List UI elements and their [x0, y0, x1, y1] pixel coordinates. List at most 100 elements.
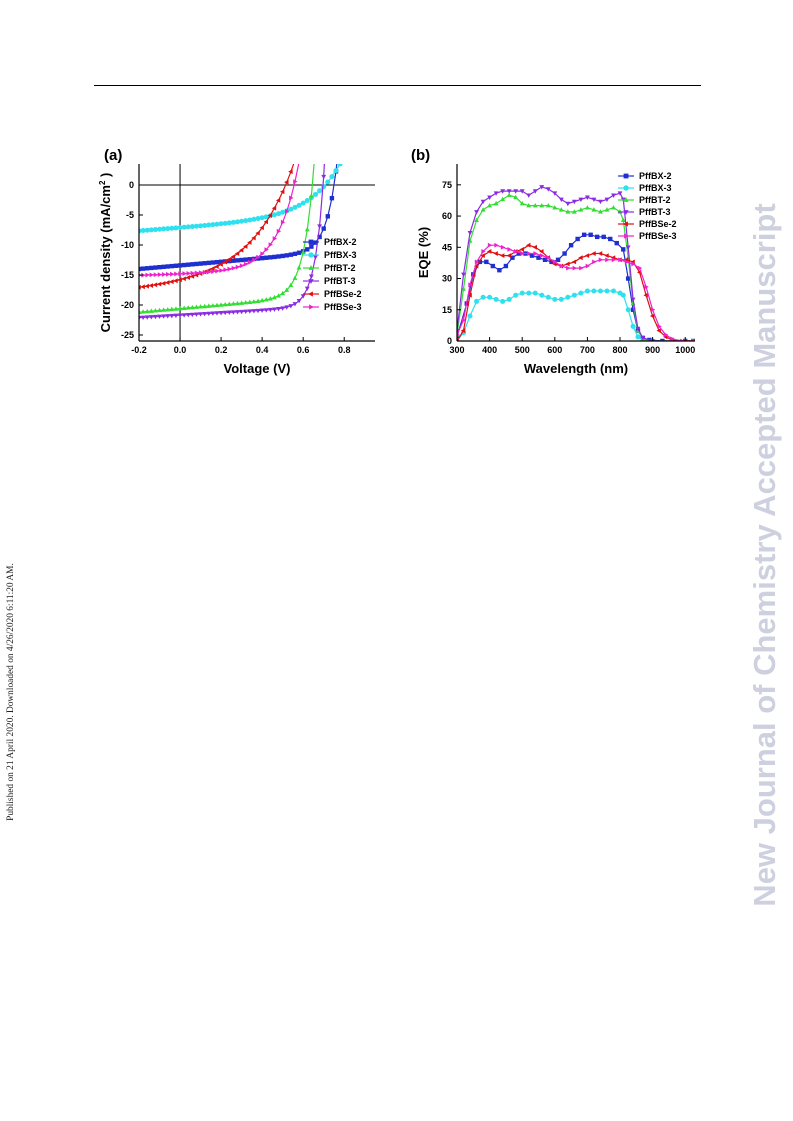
panel-a-point-pffbt-3	[267, 307, 273, 313]
panel-a-point-pffbse-3	[219, 268, 224, 273]
panel-a-point-pffbse-2	[148, 283, 154, 288]
panel-a-x-tick-label: 0.4	[256, 345, 269, 355]
panel-a-point-pffbt-2	[169, 306, 175, 312]
panel-b-legend-marker-pffbse-3	[624, 233, 629, 239]
panel-b-point-pffbx-2	[625, 276, 631, 281]
panel-a-point-pffbse-3	[272, 236, 278, 242]
panel-b-point-pffbse-3	[611, 257, 617, 263]
panel-b-point-pffbx-3	[532, 290, 538, 296]
panel-a-point-pffbse-3	[182, 271, 187, 277]
panel-a-point-pffbt-2	[263, 297, 269, 302]
panel-a-point-pffbse-3	[170, 271, 175, 277]
panel-a-point-pffbx-3	[181, 224, 187, 230]
panel-a-point-pffbse-3	[157, 272, 163, 278]
panel-a-point-pffbt-3	[169, 313, 175, 319]
panel-a-legend-label-pffbt-3: PffBT-3	[324, 276, 356, 286]
panel-b-point-pffbse-3	[546, 255, 551, 261]
panel-b-legend-marker-pffbx-2	[623, 173, 629, 179]
panel-b-point-pffbx-3	[578, 290, 584, 296]
panel-a-legend-label-pffbse-2: PffBSe-2	[324, 289, 362, 299]
panel-a-point-pffbt-3	[210, 311, 216, 316]
panel-b-point-pffbx-2	[497, 268, 502, 273]
panel-a-point-pffbx-3	[202, 222, 208, 228]
panel-a-point-pffbx-2	[202, 261, 207, 266]
panel-b-point-pffbx-2	[562, 251, 567, 256]
panel-a-point-pffbse-3	[215, 268, 220, 274]
panel-b-point-pffbx-3	[584, 288, 590, 294]
panel-a-legend-marker-pffbt-2	[308, 265, 314, 270]
panel-b-x-tick-label: 300	[449, 345, 464, 355]
panel-b-point-pffbse-3	[605, 257, 610, 263]
panel-b-point-pffbt-3	[640, 336, 646, 341]
panel-a-point-pffbt-3	[313, 255, 318, 260]
panel-a-point-pffbx-3	[165, 226, 171, 232]
panel-b-point-pffbx-3	[625, 307, 631, 313]
panel-a-point-pffbt-3	[181, 313, 187, 318]
panel-a-point-pffbt-3	[152, 314, 158, 320]
panel-a-point-pffbse-3	[165, 271, 171, 277]
panel-a-point-pffbx-2	[173, 263, 179, 268]
panel-b-point-pffbx-2	[608, 236, 613, 242]
panel-a-point-pffbx-2	[157, 265, 162, 270]
panel-b-point-pffbse-3	[494, 242, 499, 248]
panel-b-point-pffbx-3	[513, 292, 519, 298]
panel-a-point-pffbt-3	[321, 174, 327, 180]
panel-b-point-pffbt-3	[591, 197, 597, 203]
panel-b-point-pffbse-2	[532, 244, 538, 250]
panel-a-point-pffbt-3	[243, 309, 249, 314]
panel-b-point-pffbt-3	[584, 195, 590, 200]
panel-a-point-pffbse-2	[189, 273, 195, 279]
panel-a-point-pffbse-2	[267, 212, 273, 218]
panel-b-point-pffbt-3	[598, 199, 603, 205]
panel-a-point-pffbt-2	[181, 305, 187, 310]
panel-b-point-pffbse-3	[650, 307, 656, 313]
panel-a-point-pffbt-3	[222, 310, 228, 316]
panel-b-point-pffbt-3	[635, 326, 641, 332]
panel-a-point-pffbx-2	[181, 262, 187, 268]
panel-a-point-pffbt-2	[226, 301, 232, 307]
panel-a-point-pffbx-2	[280, 253, 285, 259]
panel-b-y-tick-label: 0	[447, 336, 452, 346]
panel-b-point-pffbse-2	[604, 253, 609, 259]
panel-a-point-pffbx-2	[227, 258, 232, 264]
panel-a-point-pffbx-3	[144, 227, 150, 233]
panel-b-point-pffbse-3	[533, 251, 538, 256]
panel-a-point-pffbx-3	[214, 221, 220, 227]
panel-b-point-pffbse-2	[682, 338, 687, 341]
panel-a-point-pffbt-2	[255, 298, 261, 303]
panel-b-point-pffbt-2	[480, 207, 486, 212]
panel-a-point-pffbse-2	[255, 230, 260, 236]
panel-b-point-pffbse-3	[691, 338, 695, 341]
panel-a-point-pffbse-3	[231, 265, 237, 271]
panel-a-point-pffbse-2	[243, 244, 248, 249]
panel-b-point-pffbx-3	[500, 298, 506, 304]
panel-a-point-pffbx-3	[222, 220, 228, 226]
panel-a-point-pffbse-3	[284, 208, 290, 214]
panel-b-point-pffbx-3	[558, 296, 564, 302]
panel-b-point-pffbse-3	[572, 265, 578, 271]
panel-a-point-pffbse-2	[238, 247, 244, 253]
panel-a-point-pffbx-3	[333, 168, 339, 174]
panel-b-point-pffbse-3	[670, 336, 675, 341]
panel-b-point-pffbx-3	[604, 288, 610, 294]
panel-b-point-pffbx-3	[571, 292, 577, 298]
panel-a-point-pffbt-3	[276, 306, 281, 312]
panel-a-point-pffbt-3	[161, 314, 167, 319]
panel-a-point-pffbt-3	[284, 305, 290, 310]
panel-b-point-pffbx-3	[597, 288, 603, 294]
panel-a-label: (a)	[104, 147, 122, 164]
panel-b-point-pffbse-3	[457, 333, 460, 337]
panel-b-point-pffbx-2	[621, 247, 626, 252]
panel-a-point-pffbt-2	[161, 307, 167, 312]
panel-b-point-pffbse-3	[520, 251, 525, 256]
panel-a-point-pffbt-2	[198, 304, 203, 309]
panel-b-point-pffbse-3	[680, 338, 685, 341]
panel-a-point-pffbse-3	[248, 259, 253, 265]
panel-a-point-pffbt-2	[247, 299, 253, 304]
panel-b-point-pffbx-3	[526, 290, 532, 296]
panel-b-point-pffbx-3	[539, 292, 545, 298]
panel-a-point-pffbt-3	[206, 311, 212, 317]
panel-b-point-pffbx-2	[490, 263, 496, 269]
panel-a-data	[139, 164, 343, 321]
panel-b-point-pffbse-3	[540, 253, 545, 259]
